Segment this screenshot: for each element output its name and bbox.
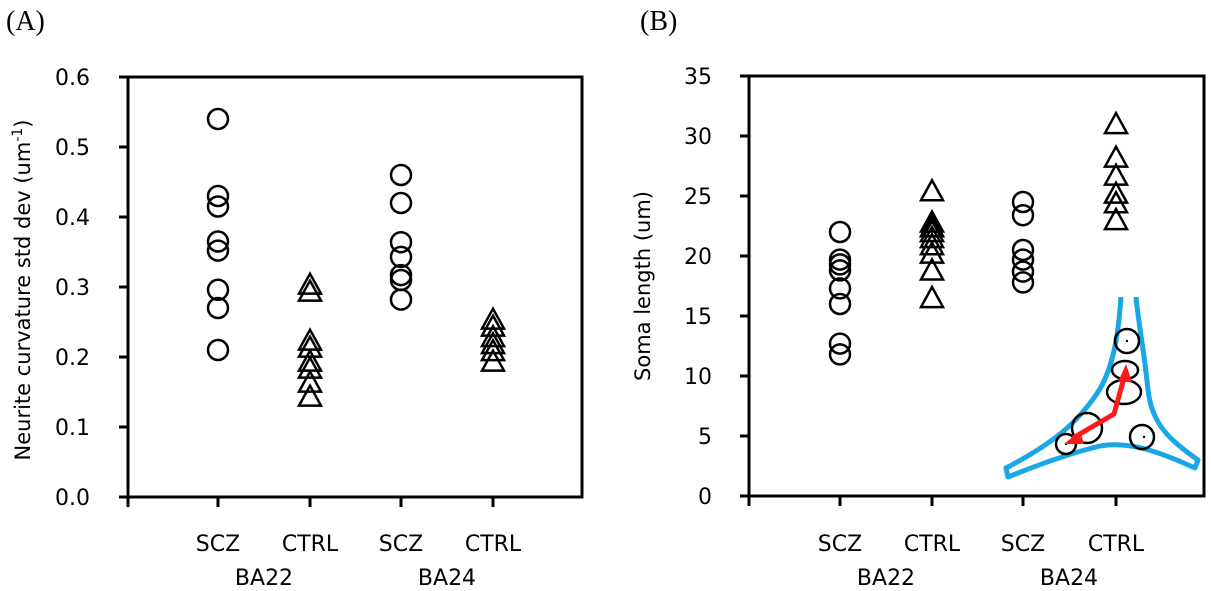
y-tick-label: 0.0 [55,486,90,511]
data-point-circle [828,220,852,244]
y-tick-label: 10 [684,365,712,390]
panel-b-markers [828,110,1130,366]
data-point-circle [206,230,230,253]
panel-a-plot-frame [126,75,584,499]
soma-outline [1003,296,1201,480]
data-point-triangle [918,224,946,249]
y-tick-label: 0.3 [55,276,90,301]
data-point-triangle [1102,189,1130,214]
x-category-label: CTRL [904,532,961,557]
data-point-circle [828,292,852,316]
y-tick-label: 25 [684,185,712,210]
y-tick-label: 35 [684,65,712,90]
data-point-circle [389,288,413,311]
data-point-circle [1011,203,1035,227]
x-group-label: BA24 [1040,566,1098,591]
panel-b: (B) Soma length (um) 0 5 10 15 20 25 30 35 SCZ C… [631,6,1206,591]
panel-b-y-axis: 0 5 10 15 20 25 30 35 [684,65,749,510]
data-point-triangle [1102,206,1130,231]
data-point-triangle [1102,110,1130,135]
x-category-label: CTRL [282,532,339,557]
data-point-triangle [1102,180,1130,204]
y-tick-label: 0.1 [55,416,90,441]
soma-length-arrows [1064,364,1132,444]
data-point-triangle [296,383,324,407]
panel-b-x-axis: SCZ CTRL SCZ CTRL BA22 BA24 [747,496,1145,591]
x-category-label: CTRL [465,532,522,557]
y-tick-label: 20 [684,245,712,270]
data-point-triangle [479,348,507,372]
data-point-circle [1011,271,1035,294]
data-point-triangle [479,323,507,348]
data-point-triangle [296,348,324,372]
data-point-circle [206,296,230,320]
x-category-label: SCZ [818,532,862,557]
data-point-circle [828,277,852,300]
data-point-triangle [296,355,324,379]
panel-a-y-axis: 0.0 0.1 0.2 0.3 0.4 0.5 0.6 [55,66,128,511]
x-category-label: SCZ [196,532,240,557]
y-tick-label: 0.6 [55,66,90,91]
y-tick-label: 30 [684,125,712,150]
data-point-triangle [296,327,324,351]
panel-a-x-axis: SCZ CTRL SCZ CTRL BA22 BA24 [126,497,522,591]
data-point-circle [389,245,413,269]
data-point-triangle [918,231,946,256]
y-tick-label: 0.2 [55,346,90,371]
x-category-label: SCZ [1001,532,1045,557]
data-point-circle [206,107,230,131]
y-tick-label: 0.4 [55,206,90,231]
data-point-triangle [918,256,946,281]
x-group-label: BA24 [418,566,476,591]
y-tick-label: 15 [684,305,712,330]
panel-a: (A) Neurite curvature std dev (um-1) 0.0… [6,6,584,591]
data-point-triangle [296,278,324,302]
data-point-circle [206,278,230,302]
data-point-circle [828,343,852,366]
data-point-circle [206,239,230,262]
panel-a-ylabel: Neurite curvature std dev (um-1) [10,120,35,461]
data-point-circle [389,230,413,254]
x-category-label: SCZ [379,532,423,557]
y-tick-label: 0.5 [55,136,90,161]
soma-inset-diagram [1003,296,1201,480]
data-point-circle [828,259,852,282]
data-point-triangle [296,334,324,358]
data-point-triangle [296,369,324,393]
data-point-triangle [918,284,946,309]
data-point-triangle [918,208,946,233]
data-point-circle [206,338,230,362]
panel-a-markers [206,107,507,407]
data-point-circle [828,253,852,276]
y-tick-label: 0 [698,485,712,510]
x-group-label: BA22 [857,566,915,591]
panel-b-plot-frame [747,74,1206,498]
y-tick-label: 5 [698,425,712,450]
data-point-circle [1011,248,1035,271]
data-point-circle [206,195,230,218]
data-point-circle [389,191,413,215]
x-category-label: CTRL [1088,532,1145,557]
x-group-label: BA22 [235,566,293,591]
data-point-circle [828,332,852,355]
panel-a-letter: (A) [6,6,45,37]
fitted-circles [1054,327,1156,456]
data-point-triangle [918,240,946,264]
panel-b-ylabel: Soma length (um) [631,191,655,381]
data-point-triangle [918,177,946,202]
panel-b-letter: (B) [640,6,677,37]
data-point-circle [206,184,230,208]
data-point-circle [389,163,413,187]
data-point-circle [1011,238,1035,262]
data-point-triangle [479,337,507,362]
data-point-circle [389,268,413,292]
data-point-circle [1011,190,1035,214]
data-point-circle [1011,260,1035,283]
data-point-triangle [296,271,324,295]
